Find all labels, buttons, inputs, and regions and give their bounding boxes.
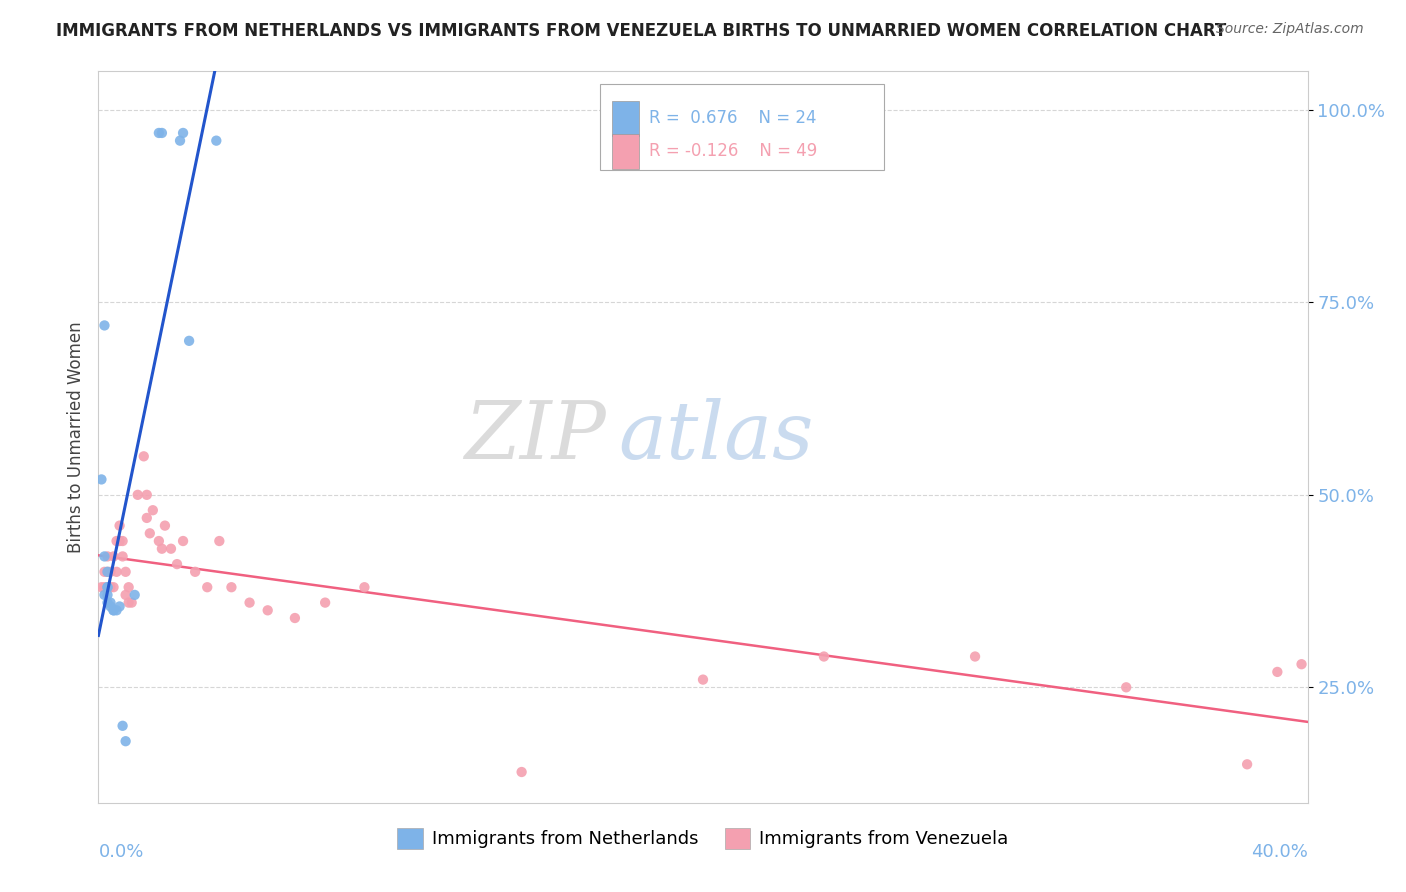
Point — [353, 580, 375, 594]
Point — [90, 580, 112, 594]
Point — [139, 526, 162, 541]
Text: IMMIGRANTS FROM NETHERLANDS VS IMMIGRANTS FROM VENEZUELA BIRTHS TO UNMARRIED WOM: IMMIGRANTS FROM NETHERLANDS VS IMMIGRANT… — [56, 22, 1226, 40]
Point — [114, 734, 136, 748]
Point — [111, 719, 134, 733]
Point — [105, 565, 128, 579]
Point — [96, 588, 118, 602]
Point — [965, 649, 987, 664]
Point — [103, 549, 125, 564]
Point — [105, 603, 128, 617]
Point — [135, 488, 157, 502]
Point — [221, 580, 243, 594]
Point — [100, 565, 122, 579]
Point — [100, 599, 122, 614]
Point — [93, 580, 115, 594]
Point — [205, 134, 228, 148]
Point — [96, 580, 118, 594]
Text: R = -0.126    N = 49: R = -0.126 N = 49 — [648, 142, 817, 161]
Point — [135, 511, 157, 525]
Point — [96, 580, 118, 594]
Point — [96, 549, 118, 564]
Point — [510, 764, 533, 779]
Point — [132, 450, 155, 464]
Point — [172, 534, 194, 549]
Point — [90, 472, 112, 486]
Point — [124, 588, 146, 602]
Point — [127, 488, 149, 502]
Point — [208, 534, 231, 549]
Text: Source: ZipAtlas.com: Source: ZipAtlas.com — [1216, 22, 1364, 37]
Point — [284, 611, 307, 625]
Point — [195, 580, 218, 594]
Point — [239, 596, 262, 610]
Point — [105, 534, 128, 549]
Point — [103, 580, 125, 594]
Point — [111, 549, 134, 564]
Text: R =  0.676    N = 24: R = 0.676 N = 24 — [648, 110, 815, 128]
Point — [108, 518, 131, 533]
Point — [108, 534, 131, 549]
Point — [96, 565, 118, 579]
Point — [150, 541, 173, 556]
Point — [142, 503, 165, 517]
FancyBboxPatch shape — [600, 84, 884, 170]
Point — [314, 596, 336, 610]
Point — [153, 518, 176, 533]
Point — [121, 596, 143, 610]
Point — [148, 126, 170, 140]
Point — [813, 649, 835, 664]
Point — [692, 673, 714, 687]
FancyBboxPatch shape — [613, 134, 638, 169]
Point — [96, 565, 118, 579]
Point — [108, 599, 131, 614]
Point — [1236, 757, 1258, 772]
Point — [160, 541, 183, 556]
Text: 0.0%: 0.0% — [98, 843, 143, 861]
Point — [111, 534, 134, 549]
Text: ZIP: ZIP — [464, 399, 606, 475]
Point — [100, 596, 122, 610]
Point — [1291, 657, 1313, 672]
Point — [172, 126, 194, 140]
Point — [103, 603, 125, 617]
Text: 40.0%: 40.0% — [1251, 843, 1308, 861]
Point — [166, 557, 188, 571]
Point — [118, 580, 141, 594]
Point — [93, 318, 115, 333]
Point — [118, 596, 141, 610]
Point — [184, 565, 207, 579]
Point — [100, 580, 122, 594]
Legend: Immigrants from Netherlands, Immigrants from Venezuela: Immigrants from Netherlands, Immigrants … — [389, 821, 1017, 856]
Point — [179, 334, 201, 348]
Point — [93, 549, 115, 564]
Y-axis label: Births to Unmarried Women: Births to Unmarried Women — [66, 321, 84, 553]
Point — [1115, 681, 1137, 695]
FancyBboxPatch shape — [613, 101, 638, 136]
Point — [93, 588, 115, 602]
Point — [169, 134, 191, 148]
Point — [256, 603, 278, 617]
Point — [93, 565, 115, 579]
Point — [150, 126, 173, 140]
Point — [1267, 665, 1289, 679]
Point — [114, 588, 136, 602]
Point — [148, 534, 170, 549]
Point — [96, 596, 118, 610]
Point — [103, 603, 125, 617]
Text: atlas: atlas — [619, 399, 814, 475]
Point — [114, 565, 136, 579]
